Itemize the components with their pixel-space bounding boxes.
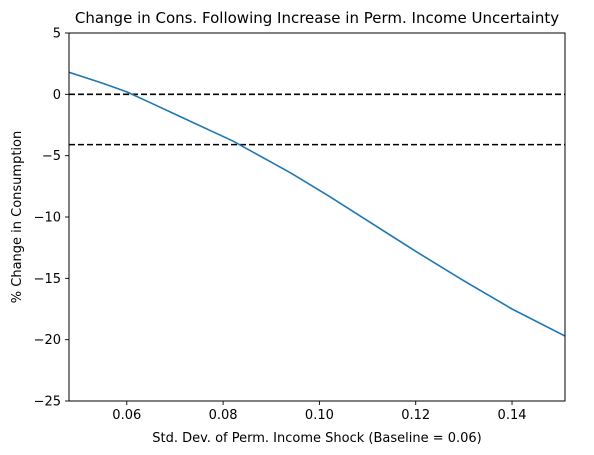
y-tick-label: 0 <box>53 88 61 103</box>
y-tick-label: −25 <box>34 395 61 410</box>
y-tick-label: −10 <box>34 211 61 226</box>
series-line-0 <box>69 71 565 337</box>
x-tick-label: 0.06 <box>112 408 141 423</box>
y-axis-label: % Change in Consumption <box>10 131 25 303</box>
y-tick-label: 5 <box>53 27 61 42</box>
x-axis-label: Std. Dev. of Perm. Income Shock (Baselin… <box>152 431 482 446</box>
x-tick-label: 0.12 <box>401 408 430 423</box>
y-tick-label: −20 <box>34 333 61 348</box>
y-tick-label: −15 <box>34 272 61 287</box>
plot-frame <box>68 32 566 402</box>
x-axis-ticks: 0.06 0.08 0.10 0.12 0.14 <box>112 401 527 423</box>
chart-title: Change in Cons. Following Increase in Pe… <box>75 9 559 27</box>
y-tick-label: −5 <box>42 149 61 164</box>
x-tick-label: 0.14 <box>498 408 527 423</box>
plot-content <box>69 71 565 337</box>
y-axis-ticks: 5 0 −5 −10 −15 −20 −25 <box>34 27 69 410</box>
x-tick-label: 0.08 <box>209 408 238 423</box>
x-tick-label: 0.10 <box>305 408 334 423</box>
